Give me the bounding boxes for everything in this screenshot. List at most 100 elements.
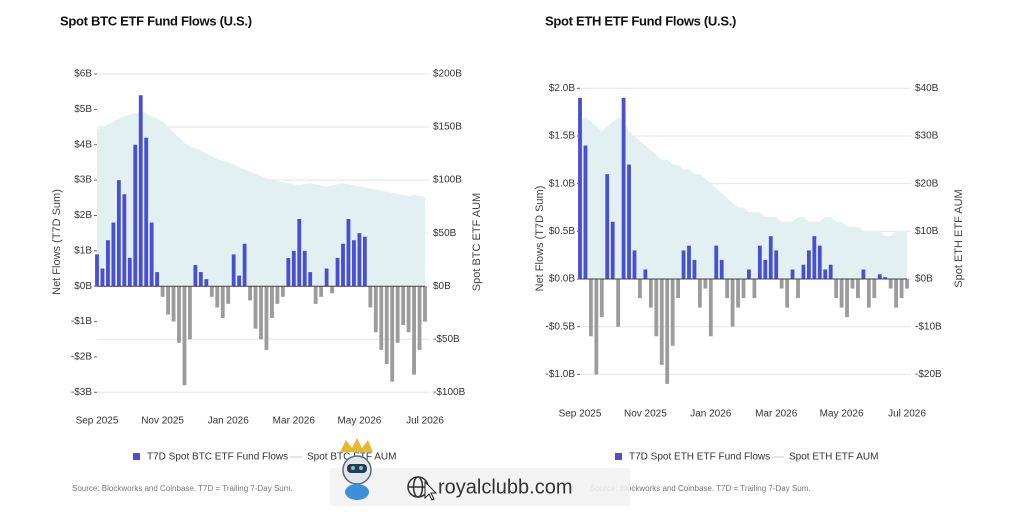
y-tick-label: -$3B	[71, 387, 92, 398]
logo	[340, 438, 373, 500]
bar	[708, 279, 713, 337]
bar	[578, 97, 582, 280]
legend-label: T7D Spot ETH ETF Fund Flows	[629, 452, 770, 463]
x-tick-label: Jul 2026	[406, 416, 444, 427]
y2-axis-label: Spot ETH ETF AUM	[953, 189, 965, 287]
y2-tick-label: $50B	[433, 228, 457, 239]
bar	[275, 286, 280, 304]
bar	[654, 279, 659, 337]
bar	[100, 268, 105, 287]
bar	[319, 286, 324, 297]
chart-title: Spot ETH ETF Fund Flows (U.S.)	[545, 13, 736, 28]
y2-tick-label: -$100B	[433, 387, 466, 398]
bar	[324, 268, 329, 287]
bar	[697, 279, 702, 308]
bar	[605, 174, 610, 280]
y-tick-label: -$1B	[71, 316, 92, 327]
chart-title: Spot BTC ETF Fund Flows (U.S.)	[60, 13, 252, 28]
bar	[594, 279, 599, 375]
bar	[204, 279, 209, 287]
x-tick-label: Sep 2025	[559, 409, 602, 420]
bar	[237, 275, 242, 287]
bar	[648, 279, 653, 308]
bar	[714, 245, 719, 280]
bar	[280, 286, 285, 297]
source-note: Source: Blockworks and Coinbase. T7D = T…	[590, 484, 811, 493]
bar	[588, 279, 593, 337]
bar	[270, 286, 274, 319]
bar	[226, 286, 231, 304]
bar	[106, 240, 110, 287]
y-tick-label: -$2B	[71, 352, 92, 363]
bar	[341, 243, 345, 287]
bar	[352, 240, 356, 287]
bar	[806, 250, 811, 280]
cursor-icon	[424, 480, 438, 501]
bar	[373, 286, 378, 333]
bar	[834, 279, 839, 299]
bar	[362, 236, 367, 287]
bar	[801, 264, 806, 280]
bar	[242, 243, 247, 287]
bar	[133, 144, 138, 287]
y2-axis-label: Spot BTC ETF AUM	[471, 193, 483, 291]
robot-visor	[347, 464, 367, 473]
y-tick-label: $1.0B	[549, 178, 575, 189]
y-tick-label: $2.0B	[549, 83, 575, 94]
bar	[330, 286, 334, 294]
source-note: Source: Blockworks and Coinbase. T7D = T…	[72, 484, 293, 493]
charts: Spot BTC ETF Fund Flows (U.S.) $200B $150B…	[51, 13, 965, 493]
bar	[412, 286, 416, 375]
bar	[747, 269, 751, 280]
bar	[703, 279, 708, 289]
bar	[215, 286, 220, 308]
watermark-text: royalclubb.com	[438, 476, 573, 498]
bar	[676, 279, 681, 299]
y2-tick-label: $150B	[433, 122, 462, 133]
bar	[730, 279, 735, 327]
y-tick-label: $5B	[74, 104, 92, 115]
watermark-band	[330, 468, 630, 506]
bar	[368, 286, 373, 308]
bar	[302, 250, 307, 287]
bar	[845, 279, 849, 318]
bar	[160, 286, 165, 297]
bar	[681, 250, 686, 280]
bar	[905, 279, 909, 289]
bar	[95, 254, 99, 287]
bar	[599, 279, 604, 318]
bar	[616, 279, 621, 327]
y-tick-label: -$1.0B	[546, 369, 576, 380]
y2-tick-label: -$10B	[915, 321, 942, 332]
bar	[719, 259, 724, 280]
robot-eye	[359, 466, 363, 470]
bar	[111, 222, 116, 287]
legend-label: T7D Spot BTC ETF Fund Flows	[147, 452, 288, 463]
robot-body	[345, 484, 369, 500]
area	[580, 116, 907, 280]
x-tick-label: Jul 2026	[888, 409, 926, 420]
y2-tick-label: $20B	[915, 178, 939, 189]
bar	[583, 145, 588, 280]
x-tick-label: May 2026	[337, 416, 381, 427]
y-tick-label: $0B	[74, 281, 92, 292]
bar	[632, 250, 637, 280]
bar	[177, 286, 181, 343]
bar	[774, 250, 779, 280]
x-tick-label: Mar 2026	[273, 416, 316, 427]
bar	[286, 257, 291, 287]
x-tick-label: May 2026	[820, 409, 864, 420]
bar	[894, 279, 899, 308]
robot-eye	[351, 466, 355, 470]
bar	[725, 279, 730, 299]
bar	[193, 264, 198, 287]
x-tick-label: Nov 2025	[624, 409, 667, 420]
bar	[790, 269, 795, 280]
bar	[357, 233, 362, 287]
bar	[736, 279, 740, 308]
bar	[297, 219, 302, 287]
y2-tick-label: $200B	[433, 69, 462, 80]
bar	[390, 286, 395, 382]
bar	[335, 257, 340, 287]
bar	[785, 279, 790, 308]
